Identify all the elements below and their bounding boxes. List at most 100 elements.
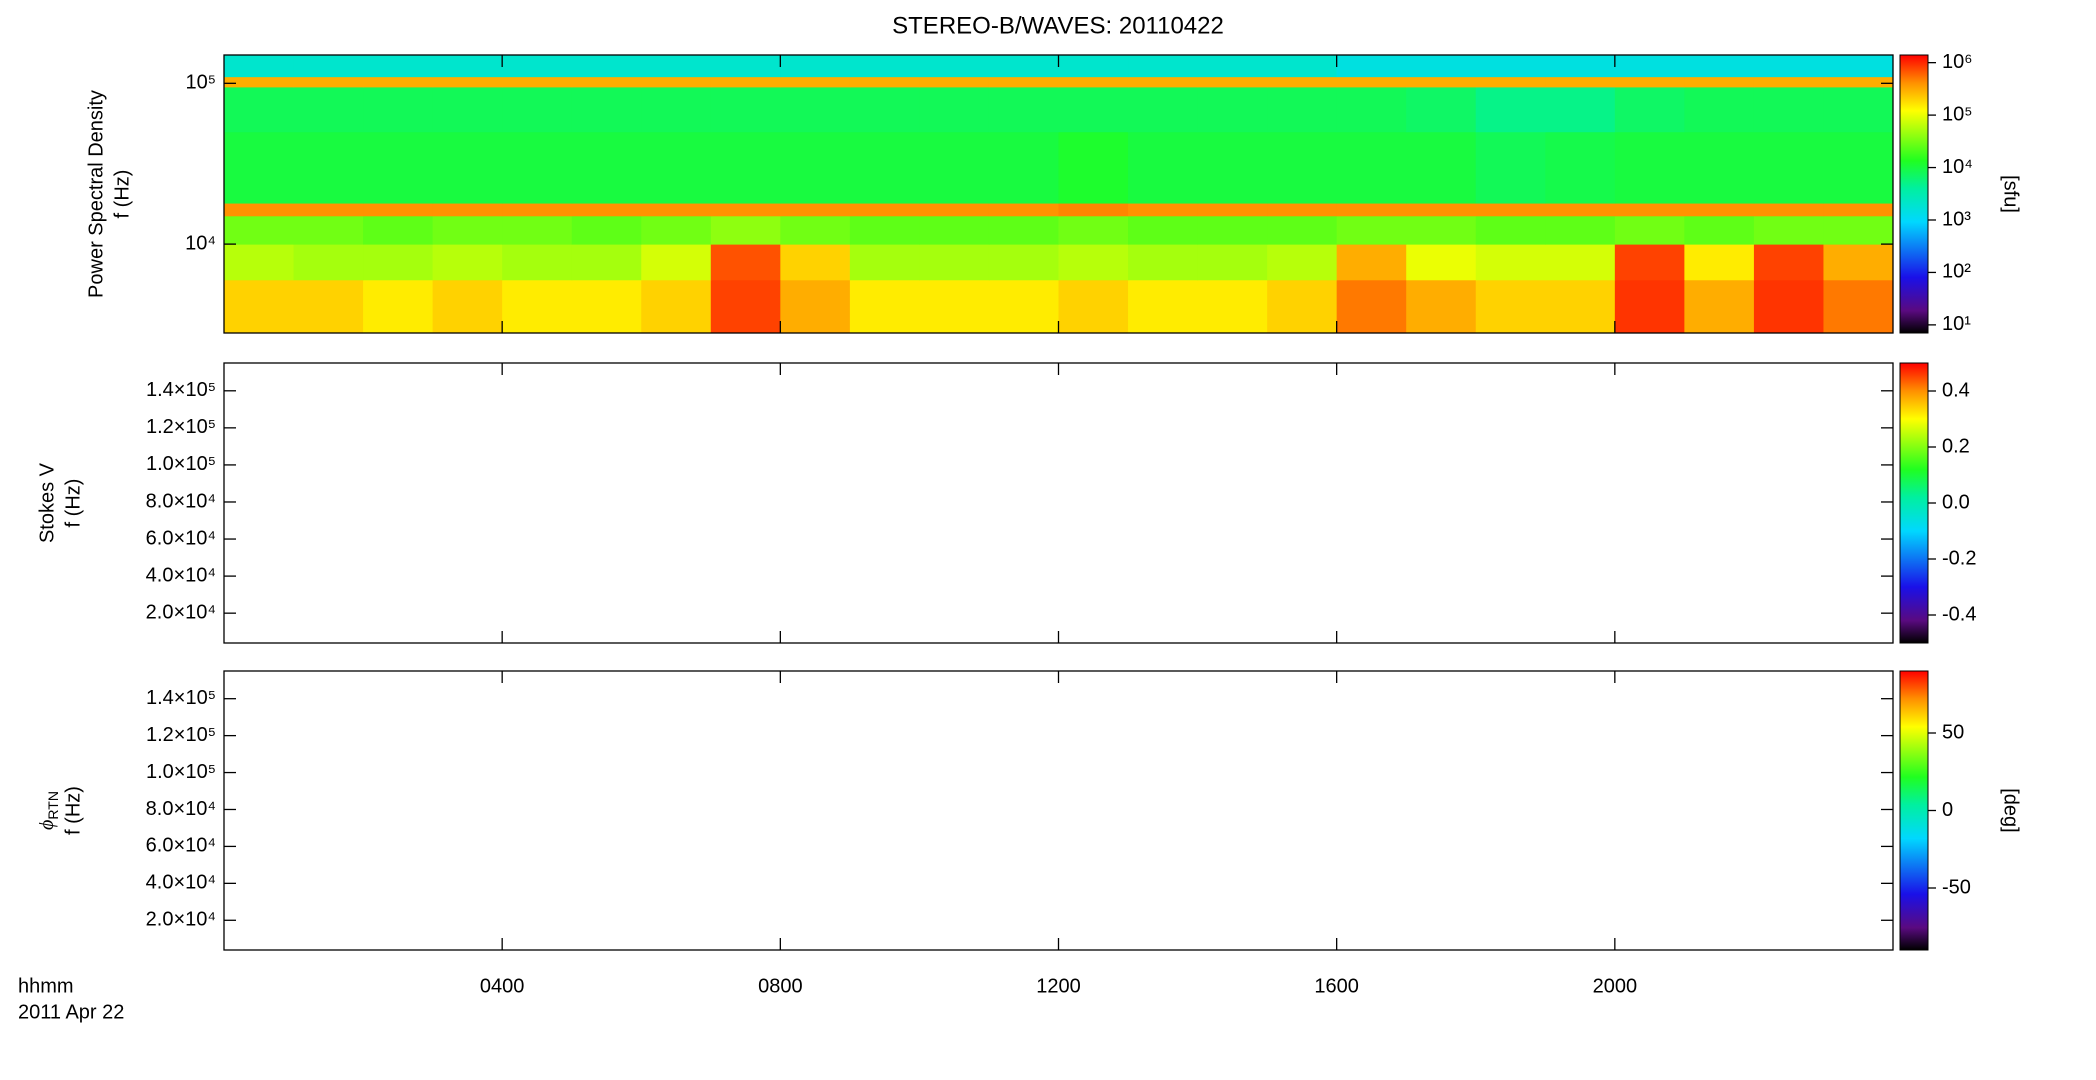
heatmap-cell (1753, 55, 1824, 78)
heatmap-cell (710, 76, 781, 88)
y-tick-label: 2.0×10⁴ (146, 601, 216, 623)
heatmap-cell (710, 279, 781, 334)
heatmap-cell (710, 55, 781, 78)
heatmap-cell (1823, 86, 1894, 133)
heatmap-cell (1545, 244, 1616, 281)
y-tick-label: 1.0×10⁵ (146, 761, 216, 783)
heatmap-cell (571, 215, 642, 245)
heatmap-cell (1823, 55, 1894, 78)
x-tick-label: 0400 (480, 975, 525, 997)
time-label: hhmm (18, 975, 74, 997)
colorbar-tick-label: 0.0 (1942, 491, 1970, 513)
heatmap-cell (1753, 215, 1824, 245)
heatmap-cell (1267, 55, 1338, 78)
colorbar (1899, 362, 1929, 644)
heatmap-cell (919, 279, 990, 334)
heatmap-cell (432, 215, 503, 245)
heatmap-cell (1475, 244, 1546, 281)
heatmap-cell (710, 203, 781, 217)
heatmap-cell (1614, 244, 1685, 281)
heatmap-cell (363, 244, 434, 281)
date-label: 2011 Apr 22 (18, 1001, 124, 1023)
heatmap-cell (780, 244, 851, 281)
colorbar-tick-label: 10⁴ (1942, 156, 1973, 178)
heatmap-cell (780, 76, 851, 88)
y-tick-label: 10⁴ (185, 232, 216, 254)
y-axis-label: f (Hz) (62, 479, 84, 528)
heatmap-cell (432, 76, 503, 88)
y-axis-label-symbol: ϕ (36, 820, 58, 830)
x-tick-label: 1600 (1314, 975, 1359, 997)
heatmap-cell (849, 203, 920, 217)
heatmap-cell (1406, 86, 1477, 133)
heatmap-cell (1823, 76, 1894, 88)
heatmap-cell (1823, 131, 1894, 204)
heatmap-cell (1406, 76, 1477, 88)
heatmap-cell (1197, 244, 1268, 281)
y-axis-label: f (Hz) (62, 786, 84, 835)
heatmap-cell (363, 131, 434, 204)
y-tick-label: 4.0×10⁴ (146, 872, 216, 894)
heatmap-cell (780, 203, 851, 217)
heatmap-cell (1128, 55, 1199, 78)
heatmap-cell (363, 215, 434, 245)
heatmap-cell (1336, 76, 1407, 88)
heatmap-cell (1823, 279, 1894, 334)
y-tick-label: 1.2×10⁵ (146, 724, 216, 746)
heatmap-cell (641, 131, 712, 204)
heatmap-cell (502, 244, 573, 281)
heatmap-cell (363, 203, 434, 217)
heatmap-cell (293, 86, 364, 133)
heatmap-cell (641, 244, 712, 281)
heatmap-cell (1475, 86, 1546, 133)
heatmap-cell (1614, 279, 1685, 334)
heatmap-cell (1058, 131, 1129, 204)
heatmap-cell (1267, 203, 1338, 217)
heatmap-cell (1336, 55, 1407, 78)
heatmap-cell (849, 76, 920, 88)
heatmap-cell (1197, 215, 1268, 245)
heatmap-cell (1753, 131, 1824, 204)
heatmap-cell (224, 76, 295, 88)
heatmap-cell (1128, 76, 1199, 88)
heatmap-cell (502, 131, 573, 204)
heatmap-cell (224, 55, 295, 78)
heatmap-cell (1128, 203, 1199, 217)
heatmap-cell (1475, 203, 1546, 217)
x-tick-label: 1200 (1036, 975, 1081, 997)
heatmap-cell (571, 55, 642, 78)
colorbar (1899, 54, 1929, 334)
colorbar-label: [deg] (2000, 788, 2022, 832)
heatmap-cell (502, 55, 573, 78)
colorbar-tick-label: -0.2 (1942, 547, 1976, 569)
y-tick-label: 1.4×10⁵ (146, 687, 216, 709)
heatmap-cell (1406, 279, 1477, 334)
heatmap-cell (1545, 203, 1616, 217)
heatmap-cell (1197, 203, 1268, 217)
heatmap-cell (1753, 203, 1824, 217)
heatmap-cell (432, 279, 503, 334)
y-tick-label: 10⁵ (185, 72, 216, 94)
heatmap-cell (988, 86, 1059, 133)
y-tick-label: 1.0×10⁵ (146, 453, 216, 475)
heatmap-cell (1614, 76, 1685, 88)
heatmap-cell (502, 76, 573, 88)
colorbar-tick-label: 0.4 (1942, 379, 1970, 401)
colorbar-tick-label: 10³ (1942, 208, 1971, 230)
heatmap-cell (1684, 86, 1755, 133)
heatmap-cell (1128, 279, 1199, 334)
colorbar-tick-label: 50 (1942, 721, 1964, 743)
heatmap-cell (571, 279, 642, 334)
heatmap-cell (293, 76, 364, 88)
heatmap-cell (363, 86, 434, 133)
heatmap-cell (1128, 215, 1199, 245)
colorbar-tick-label: 0.2 (1942, 435, 1970, 457)
heatmap-cell (988, 279, 1059, 334)
heatmap-cell (849, 215, 920, 245)
heatmap-cell (1128, 131, 1199, 204)
heatmap-cell (293, 203, 364, 217)
heatmap-cell (1406, 203, 1477, 217)
heatmap-cell (919, 215, 990, 245)
heatmap-cell (1058, 215, 1129, 245)
